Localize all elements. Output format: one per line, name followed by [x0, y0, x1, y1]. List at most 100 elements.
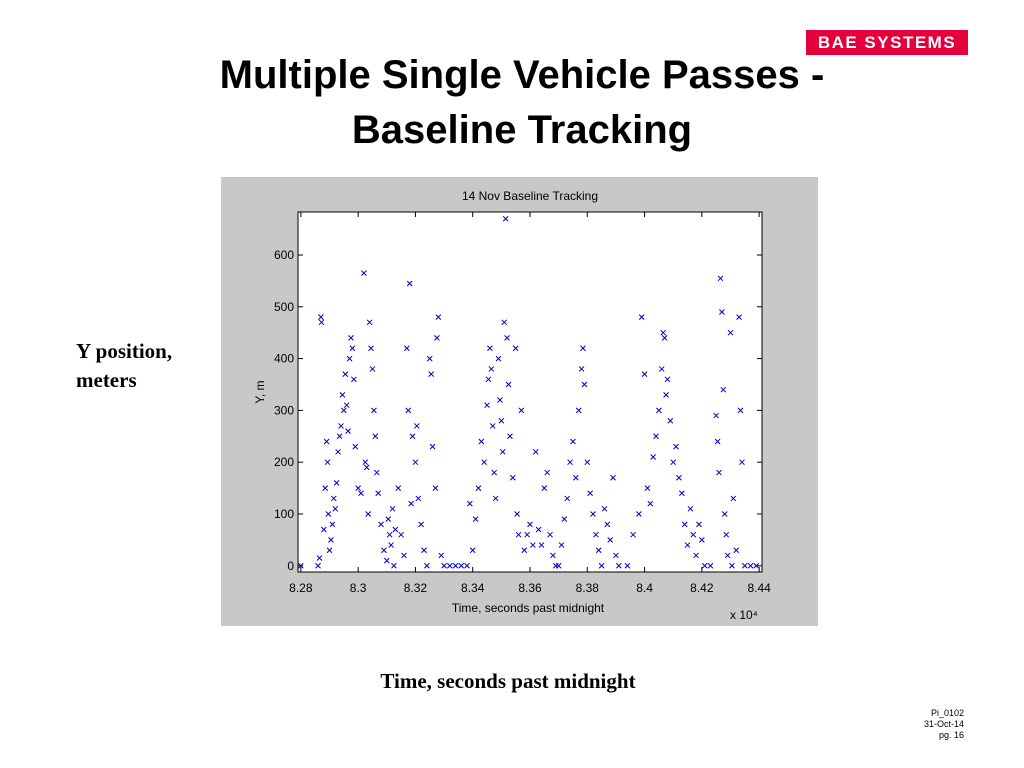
point	[368, 345, 374, 352]
point	[441, 562, 447, 569]
point	[570, 438, 576, 445]
point	[676, 474, 682, 481]
point	[661, 335, 668, 341]
point	[673, 443, 679, 450]
point	[535, 526, 542, 533]
x-tick-label: 8.34	[461, 581, 485, 595]
point	[630, 531, 636, 538]
point	[361, 270, 367, 276]
point	[389, 505, 396, 512]
x-tick-label: 8.38	[576, 581, 600, 595]
logo: BAE SYSTEMS	[818, 33, 956, 52]
point	[358, 490, 364, 497]
point	[724, 552, 731, 559]
point	[320, 526, 327, 533]
point	[690, 531, 697, 538]
point	[719, 309, 725, 315]
point	[330, 495, 337, 502]
point	[684, 542, 691, 548]
point	[325, 511, 332, 517]
point	[391, 562, 397, 569]
point	[324, 459, 331, 466]
point	[610, 474, 616, 481]
x-tick-label: 8.32	[404, 581, 428, 595]
point	[530, 542, 536, 548]
y-tick-label: 300	[274, 403, 294, 417]
point	[650, 454, 657, 460]
y-tick-label: 600	[274, 248, 294, 262]
point	[502, 215, 509, 222]
point	[336, 433, 343, 440]
point	[567, 459, 573, 466]
point	[452, 562, 459, 569]
point	[507, 433, 513, 440]
point	[446, 562, 453, 569]
x-axis-label: Time, seconds past midnight	[452, 601, 605, 615]
point	[338, 423, 344, 429]
slide-title: Multiple Single Vehicle Passes -	[220, 53, 825, 97]
point	[326, 547, 333, 554]
point	[638, 314, 645, 321]
point	[578, 366, 585, 372]
point	[343, 402, 350, 409]
side-label: meters	[76, 368, 137, 392]
slide-title: Baseline Tracking	[352, 108, 692, 152]
point	[412, 459, 419, 466]
x-tick-label: 8.36	[518, 581, 542, 595]
point	[469, 547, 476, 554]
point	[532, 448, 539, 455]
point	[713, 412, 720, 419]
point	[538, 542, 545, 548]
point	[342, 371, 349, 377]
point	[733, 547, 740, 554]
point	[328, 537, 334, 543]
point	[527, 521, 533, 528]
point	[298, 562, 304, 569]
point	[392, 526, 399, 533]
point	[555, 562, 562, 569]
point	[363, 464, 370, 471]
plot-area	[297, 211, 763, 573]
point	[698, 537, 705, 543]
point	[429, 443, 436, 450]
point	[739, 459, 745, 466]
point	[524, 531, 530, 538]
point	[687, 505, 694, 512]
point	[716, 469, 722, 476]
point	[371, 407, 377, 414]
point	[383, 557, 390, 564]
point	[491, 469, 498, 476]
point	[348, 335, 354, 341]
point	[403, 345, 410, 352]
side-label: Y position,	[76, 339, 172, 363]
point	[418, 521, 425, 528]
point	[318, 319, 325, 326]
point	[365, 511, 372, 517]
point	[375, 490, 382, 497]
point	[514, 511, 520, 517]
point	[624, 562, 631, 569]
x-tick-label: 8.28	[289, 581, 313, 595]
point	[681, 521, 688, 528]
point	[481, 459, 488, 466]
point	[564, 495, 571, 502]
y-tick-label: 0	[287, 559, 294, 573]
chart-title: 14 Nov Baseline Tracking	[462, 189, 598, 203]
x-tick-label: 8.42	[690, 581, 714, 595]
point	[505, 381, 512, 388]
point	[741, 562, 748, 569]
footer: 31-Oct-14	[924, 719, 964, 729]
point	[495, 355, 502, 362]
y-tick-label: 500	[274, 300, 294, 314]
point	[595, 547, 602, 554]
point	[664, 376, 671, 383]
point	[489, 423, 496, 429]
y-tick-label: 100	[274, 507, 294, 521]
point	[587, 490, 594, 497]
point	[472, 516, 479, 523]
point	[372, 433, 379, 440]
point	[332, 505, 339, 512]
point	[575, 407, 582, 414]
point	[475, 485, 482, 491]
